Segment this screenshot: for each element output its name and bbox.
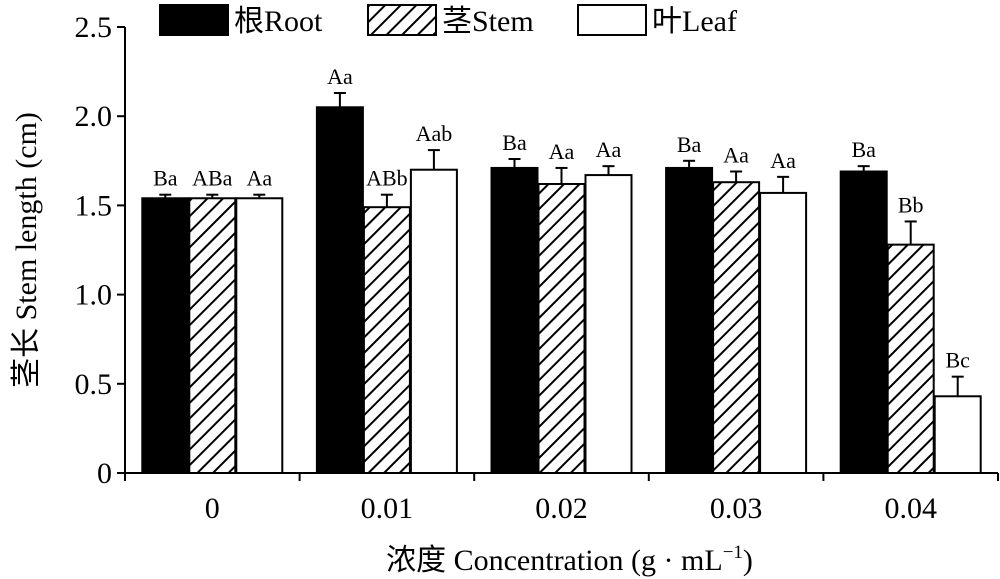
legend-swatch xyxy=(367,4,437,36)
significance-label: Aa xyxy=(246,166,272,191)
significance-label: Aa xyxy=(723,143,749,168)
legend-swatch xyxy=(577,4,647,36)
bar xyxy=(362,206,411,475)
y-axis-title: 茎长 Stem length (cm) xyxy=(10,112,43,388)
significance-label: Aa xyxy=(549,139,575,164)
y-tick-label: 0 xyxy=(97,457,112,490)
x-axis-title: 浓度 Concentration (g · mL−1) xyxy=(386,542,753,577)
bar xyxy=(188,197,237,474)
significance-label: ABa xyxy=(192,166,233,191)
significance-label: Bb xyxy=(898,192,924,217)
y-tick-label: 0.5 xyxy=(75,368,113,401)
x-tick-label: 0.04 xyxy=(884,492,937,525)
bar xyxy=(537,182,586,474)
significance-label: Aa xyxy=(327,64,353,89)
plot-area: Ba ABa Aa Aa ABb Aab Ba Aa Aa Ba Aa Aa Ba Bb Bc xyxy=(141,64,982,475)
y-tick-label: 1.0 xyxy=(75,279,113,312)
bar xyxy=(490,166,539,474)
legend-label: 根Root xyxy=(234,5,323,38)
x-axis-title-main: 浓度 Concentration (g · mL xyxy=(386,544,723,577)
x-tick-label: 0.02 xyxy=(535,492,588,525)
axes: 0 0.5 1.0 1.5 2.0 2.5 0 0.01 0.02 0.03 0.04 xyxy=(75,11,999,525)
x-tick-label: 0.01 xyxy=(361,492,414,525)
significance-label: Ba xyxy=(502,130,527,155)
y-tick-label: 1.5 xyxy=(75,189,113,222)
significance-label: Bc xyxy=(945,348,970,373)
y-tick-label: 2.5 xyxy=(75,11,113,44)
bar xyxy=(315,106,364,474)
bar xyxy=(759,191,808,475)
significance-label: Aa xyxy=(596,137,622,162)
significance-label: Ba xyxy=(153,166,178,191)
significance-label: ABb xyxy=(366,166,408,191)
legend-label: 叶Leaf xyxy=(652,5,737,38)
x-axis-title-end: ) xyxy=(743,544,753,577)
bar xyxy=(839,170,888,474)
bar xyxy=(141,197,190,474)
x-axis-title-exponent: −1 xyxy=(723,542,743,563)
bar xyxy=(665,166,714,474)
legend-label: 茎Stem xyxy=(442,5,534,38)
x-tick-label: 0 xyxy=(205,492,220,525)
bar xyxy=(933,395,982,474)
bar xyxy=(235,197,284,474)
bar xyxy=(886,243,935,474)
legend: 根Root 茎Stem 叶Leaf xyxy=(159,4,737,38)
bar xyxy=(712,181,761,474)
significance-label: Aa xyxy=(770,148,796,173)
significance-label: Aab xyxy=(416,121,453,146)
legend-swatch xyxy=(159,4,229,36)
x-tick-label: 0.03 xyxy=(710,492,763,525)
y-tick-label: 2.0 xyxy=(75,100,113,133)
bar xyxy=(584,174,633,475)
significance-label: Ba xyxy=(851,137,876,162)
bar xyxy=(409,168,458,474)
significance-label: Ba xyxy=(677,132,702,157)
